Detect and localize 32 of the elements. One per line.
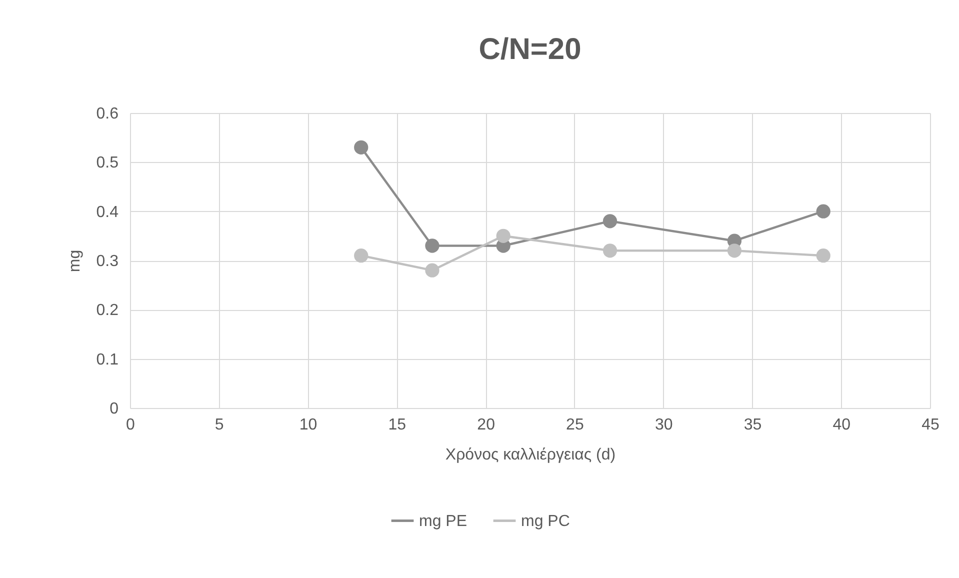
x-tick-label: 35 (744, 416, 762, 434)
point (602, 244, 618, 258)
y-tick-label: 0.5 (96, 154, 119, 172)
x-tick-label: 30 (654, 416, 673, 434)
point (354, 248, 368, 263)
y-tick-label: 0.6 (96, 106, 119, 122)
x-tick-label: 5 (214, 416, 224, 434)
x-tick-label: 10 (299, 416, 318, 434)
x-tick-label: 20 (477, 416, 496, 434)
x-tick-label: 45 (922, 416, 940, 434)
y-tick-label: 0.1 (96, 351, 119, 368)
point (602, 214, 618, 228)
y-axis-title: mg (66, 250, 84, 272)
point (816, 204, 830, 218)
point (354, 140, 368, 154)
y-tick-label: 0.3 (96, 253, 119, 270)
legend-label: mg PE (419, 512, 468, 530)
point (496, 228, 510, 243)
x-tick-label: 15 (388, 416, 406, 434)
point (816, 248, 830, 263)
point (425, 263, 440, 278)
y-tick-label: 0 (110, 400, 119, 418)
x-tick-label: 25 (566, 416, 584, 434)
y-tick-label: 0.4 (96, 204, 119, 221)
x-tick-label: 40 (832, 416, 851, 434)
x-axis-title: Χρόνος καλλιέργειας (d) (445, 446, 616, 464)
chart-title: C/N=20 (478, 33, 582, 66)
x-tick-label: 0 (126, 416, 136, 434)
point (425, 238, 440, 253)
point (727, 244, 742, 258)
legend-label: mg PC (521, 512, 570, 530)
y-tick-label: 0.2 (96, 302, 119, 320)
